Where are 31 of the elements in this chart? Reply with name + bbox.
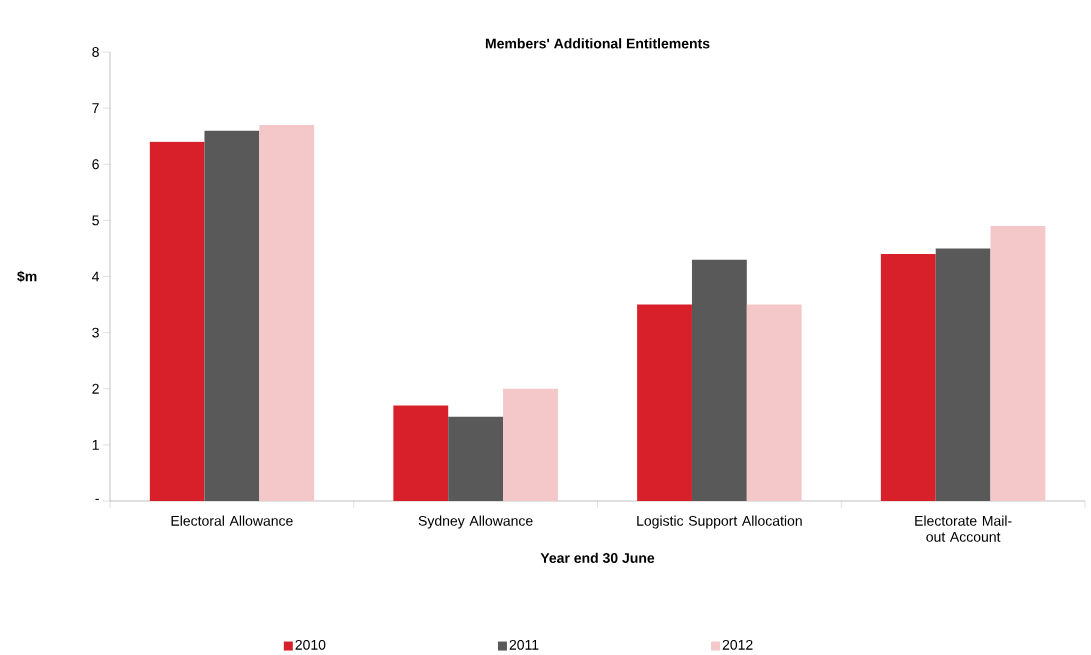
bar bbox=[393, 405, 449, 501]
y-tick-label: 1 bbox=[92, 439, 99, 450]
bar bbox=[746, 304, 802, 501]
legend-label: 2011 bbox=[509, 639, 539, 650]
bar bbox=[880, 253, 936, 501]
bar bbox=[637, 304, 692, 501]
chart-title: Members' Additional Entitlements bbox=[485, 38, 710, 49]
x-tick-label: Logistic Support Allocation bbox=[637, 515, 802, 529]
x-tick-label: Sydney Allowance bbox=[418, 515, 533, 529]
bar bbox=[691, 259, 747, 501]
y-axis-title: $m bbox=[17, 270, 37, 283]
y-tick-label: 7 bbox=[92, 103, 99, 113]
y-tick-label: 3 bbox=[92, 327, 99, 338]
y-tick-label: 2 bbox=[92, 383, 99, 394]
bar bbox=[204, 130, 260, 501]
bar bbox=[259, 124, 315, 501]
bar bbox=[935, 248, 991, 501]
legend-label: 2012 bbox=[722, 639, 753, 650]
x-tick-label: Electoral Allowance bbox=[171, 515, 293, 526]
bar bbox=[990, 225, 1046, 501]
y-tick-label: 6 bbox=[92, 159, 99, 170]
y-tick-label: 4 bbox=[92, 271, 100, 282]
bar bbox=[448, 416, 504, 501]
x-tick-label: Electorate Mail-out Account bbox=[915, 515, 1012, 542]
y-tick-label: - bbox=[95, 498, 99, 500]
bar bbox=[149, 141, 205, 501]
x-axis-title: Year end 30 June bbox=[540, 552, 655, 563]
bar bbox=[503, 388, 558, 501]
legend-label: 2010 bbox=[295, 639, 326, 650]
y-tick-label: 5 bbox=[92, 215, 99, 226]
y-tick-label: 8 bbox=[92, 46, 99, 57]
